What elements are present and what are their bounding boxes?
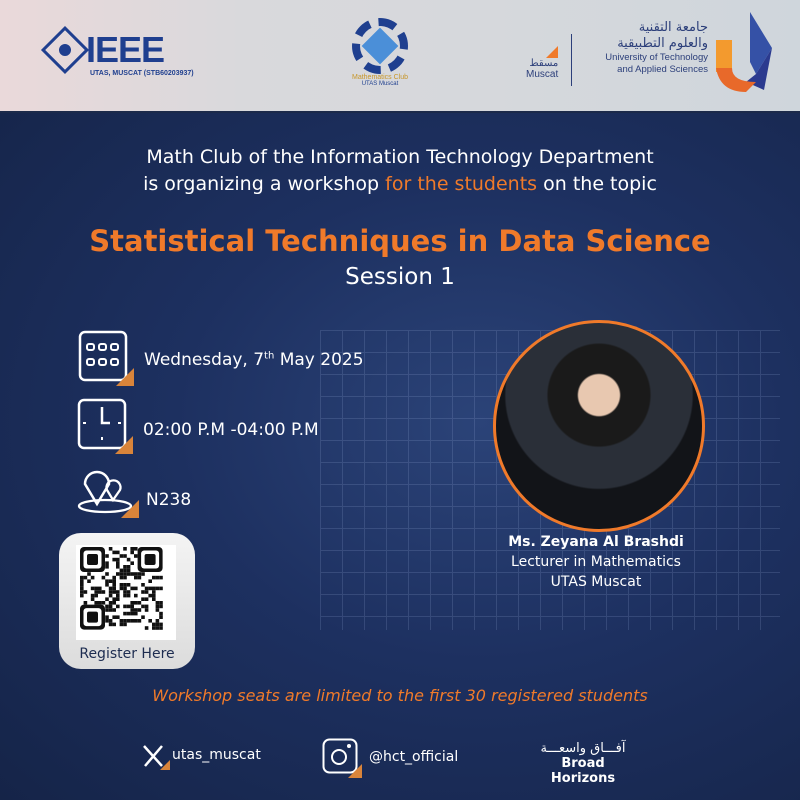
muscat-english: Muscat (526, 69, 559, 80)
intro-line-1: Math Club of the Information Technology … (146, 146, 654, 168)
ieee-diamond-icon (40, 25, 90, 75)
math-club-name: Mathematics Club (351, 74, 409, 81)
intro-prefix: is organizing a workshop (143, 173, 386, 195)
ieee-logo: IEEE UTAS, MUSCAT (STB60203937) (40, 25, 194, 77)
divider (571, 34, 572, 86)
university-english-2: and Applied Sciences (617, 64, 708, 75)
intro-line-2: is organizing a workshop for the student… (0, 171, 800, 198)
math-club-location: UTAS Muscat (361, 81, 399, 87)
date-suffix: th (264, 350, 275, 362)
math-club-logo: Mathematics Club UTAS Muscat (340, 18, 420, 87)
slogan-arabic: آفـــاق واسعـــة (540, 741, 626, 756)
qr-code[interactable] (76, 545, 176, 640)
gear-icon (352, 18, 408, 74)
event-time: 02:00 P.M -04:00 P.M (143, 420, 319, 440)
ieee-logo-text: IEEE (86, 29, 165, 70)
register-qr-card[interactable]: Register Here (59, 533, 195, 669)
instagram-icon[interactable] (322, 738, 362, 778)
intro-highlight: for the students (385, 173, 538, 195)
register-label[interactable]: Register Here (79, 646, 175, 662)
university-name: جامعة التقنية والعلوم التطبيقية Universi… (584, 20, 708, 76)
utas-logo-icon (716, 12, 772, 92)
event-location: N238 (146, 490, 192, 510)
session-label: Session 1 (345, 264, 455, 290)
ieee-subtitle: UTAS, MUSCAT (STB60203937) (90, 70, 194, 77)
location-pin-icon (77, 462, 139, 518)
clock-icon (77, 398, 133, 454)
speaker-info: Ms. Zeyana Al Brashdi Lecturer in Mathem… (480, 532, 712, 592)
university-arabic-1: جامعة التقنية (638, 20, 708, 35)
x-handle[interactable]: utas_muscat (172, 747, 261, 763)
speaker-photo (493, 320, 705, 532)
date-text: Wednesday, 7 (144, 350, 265, 370)
university-arabic-2: والعلوم التطبيقية (617, 36, 708, 51)
speaker-name: Ms. Zeyana Al Brashdi (508, 534, 684, 550)
seats-note: Workshop seats are limited to the first … (152, 686, 648, 705)
university-english-1: University of Technology (605, 52, 708, 63)
speaker-role: Lecturer in Mathematics (511, 554, 681, 570)
header-banner: IEEE UTAS, MUSCAT (STB60203937) Mathemat… (0, 0, 800, 113)
instagram-handle[interactable]: @hct_official (369, 749, 459, 765)
muscat-branch: مسقط Muscat (526, 46, 559, 80)
workshop-title: Statistical Techniques in Data Science (89, 224, 711, 258)
broad-horizons-slogan: آفـــاق واسعـــة Broad Horizons (528, 741, 638, 786)
x-icon[interactable] (142, 744, 170, 770)
intro-suffix: on the topic (537, 173, 657, 195)
calendar-icon (78, 330, 134, 386)
muscat-arabic: مسقط (529, 58, 559, 69)
slogan-english: Broad Horizons (550, 756, 616, 786)
date-month-year: May 2025 (274, 350, 364, 370)
event-date: Wednesday, 7th May 2025 (144, 350, 364, 370)
triangle-icon (546, 46, 559, 58)
speaker-org: UTAS Muscat (550, 574, 642, 590)
intro-text: Math Club of the Information Technology … (0, 144, 800, 198)
